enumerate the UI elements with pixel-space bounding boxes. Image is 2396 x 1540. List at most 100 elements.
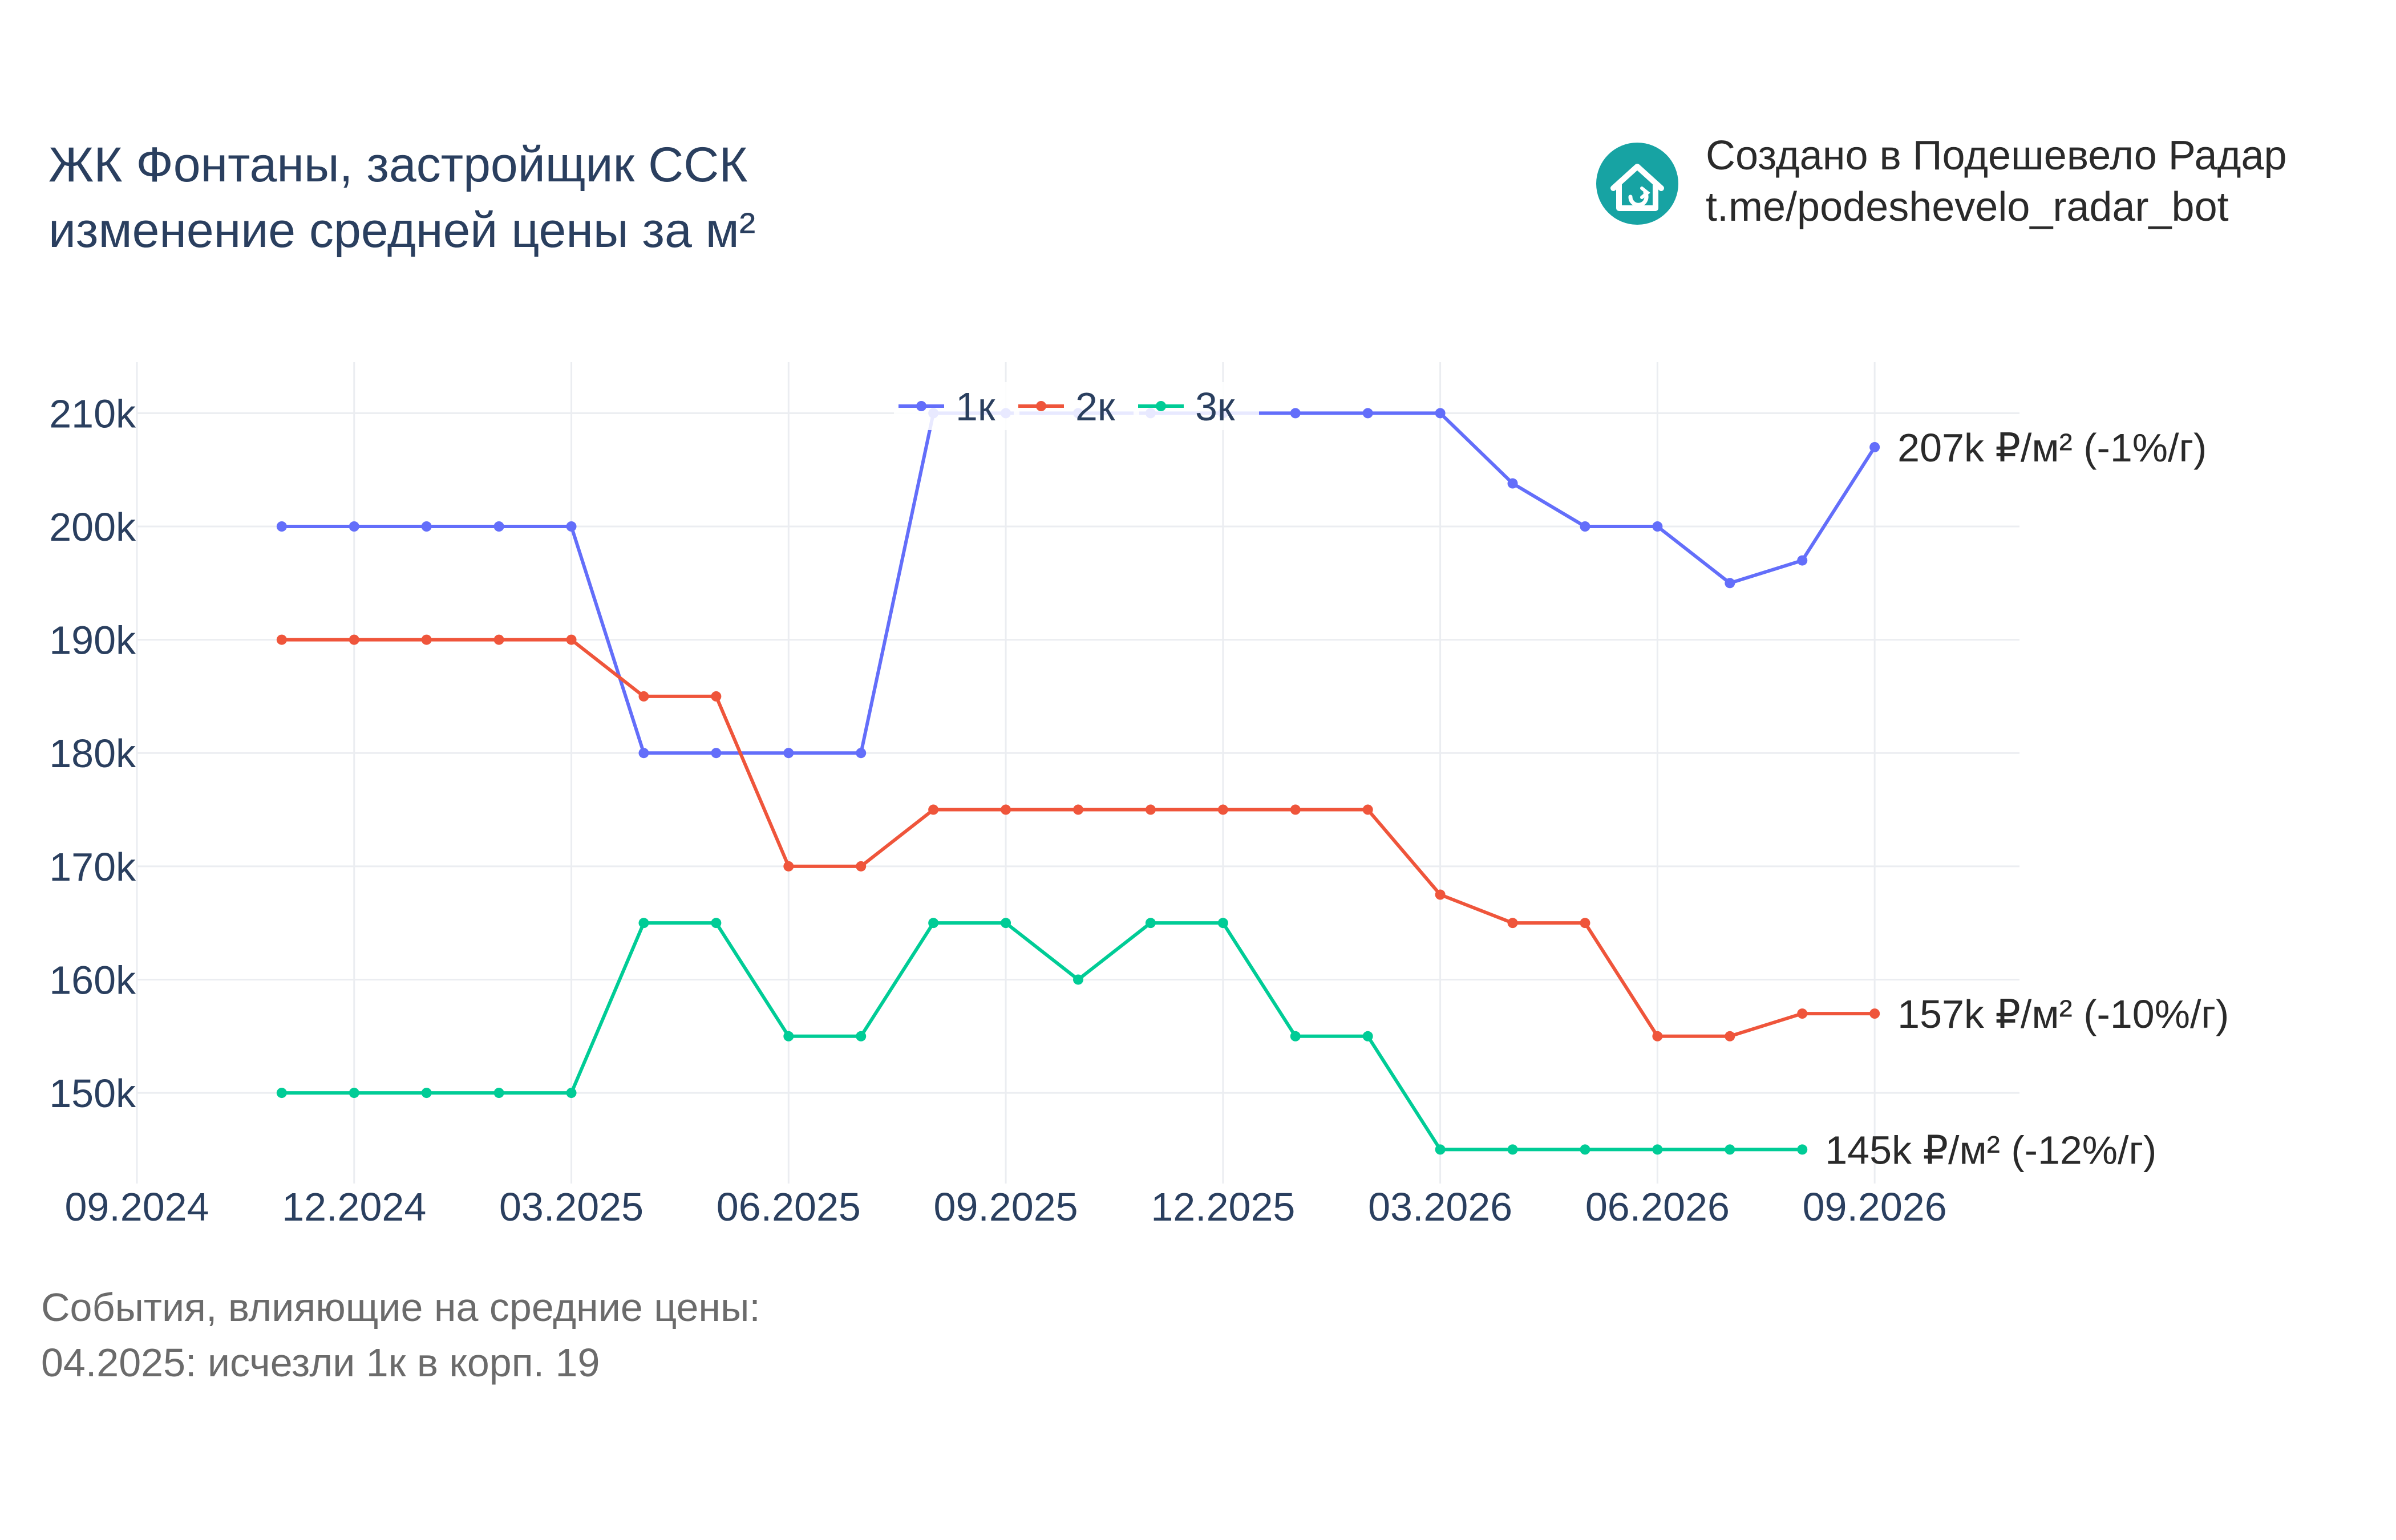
legend-label: 1к (956, 384, 995, 429)
data-point (1073, 804, 1083, 815)
data-point (928, 804, 939, 815)
x-tick-label: 03.2026 (1368, 1185, 1512, 1229)
legend-item-2[interactable]: 2к (1014, 382, 1139, 430)
data-point (566, 634, 577, 645)
brand-line2: t.me/podeshevelo_radar_bot (1706, 184, 2229, 230)
x-tick-label: 09.2025 (934, 1185, 1078, 1229)
x-tick-label: 09.2026 (1803, 1185, 1947, 1229)
data-point (349, 634, 359, 645)
series-end-label: 157k ₽/м² (-10%/г) (1897, 992, 2229, 1036)
legend-item-1[interactable]: 1к (894, 382, 1019, 430)
series-line-1 (281, 411, 1876, 755)
series-line-3 (281, 921, 1803, 1152)
data-point (1217, 918, 1228, 929)
data-point (1869, 1008, 1880, 1019)
data-point (1797, 1144, 1808, 1155)
x-tick-label: 12.2025 (1151, 1185, 1295, 1229)
events-note-item: 04.2025: исчезли 1к в корп. 19 (41, 1340, 600, 1385)
data-point (711, 748, 722, 759)
data-point (783, 1031, 794, 1041)
legend-label: 2к (1075, 384, 1115, 429)
data-point (1145, 804, 1156, 815)
events-note-heading: События, влияющие на средние цены: (41, 1285, 760, 1330)
data-point (783, 748, 794, 759)
data-point (1217, 804, 1228, 815)
y-tick-label: 170k (49, 845, 136, 889)
data-point (349, 1088, 359, 1099)
data-point (1869, 441, 1880, 452)
series-lines (276, 408, 1880, 1155)
data-point (638, 748, 649, 759)
data-point (1362, 408, 1373, 419)
data-point (421, 1088, 432, 1099)
brand-logo-icon (1596, 143, 1678, 225)
data-point (1507, 478, 1518, 489)
data-point (1362, 1031, 1373, 1041)
data-point (1435, 1144, 1446, 1155)
data-point (1725, 1144, 1735, 1155)
legend[interactable]: 1к 2к 3к (894, 382, 1259, 430)
chart-title-line2: изменение средней цены за м² (48, 203, 755, 258)
data-point (566, 521, 577, 532)
data-point (1145, 918, 1156, 929)
data-point (421, 521, 432, 532)
data-point (1725, 1031, 1735, 1041)
data-point (1001, 918, 1011, 929)
data-point (928, 918, 939, 929)
data-point (1797, 555, 1808, 566)
data-point (783, 861, 794, 872)
data-point (493, 521, 504, 532)
data-point (856, 748, 867, 759)
x-tick-label: 06.2026 (1585, 1185, 1730, 1229)
data-point (1652, 1144, 1663, 1155)
data-point (1290, 804, 1301, 815)
legend-item-3[interactable]: 3к (1134, 382, 1259, 430)
data-point (856, 861, 867, 872)
data-point (566, 1088, 577, 1099)
data-point (1362, 804, 1373, 815)
y-axis-ticks: 150k 160k 170k 180k 190k 200k 210k (49, 391, 136, 1116)
data-point (711, 918, 722, 929)
data-point (1435, 408, 1446, 419)
data-point (276, 521, 287, 532)
legend-label: 3к (1195, 384, 1235, 429)
data-point (1290, 1031, 1301, 1041)
data-point (1580, 521, 1590, 532)
data-point (1290, 408, 1301, 419)
data-point (1725, 578, 1735, 589)
data-point (493, 634, 504, 645)
data-point (711, 691, 722, 702)
data-point (638, 918, 649, 929)
y-tick-label: 190k (49, 618, 136, 663)
data-point (276, 1088, 287, 1099)
x-tick-label: 03.2025 (499, 1185, 643, 1229)
series-end-label: 145k ₽/м² (-12%/г) (1825, 1128, 2156, 1172)
y-tick-label: 160k (49, 958, 136, 1002)
brand-line1: Создано в Подешевело Радар (1706, 133, 2287, 179)
y-tick-label: 150k (49, 1071, 136, 1116)
grid-lines (136, 362, 2019, 1184)
data-point (1580, 918, 1590, 929)
data-point (276, 634, 287, 645)
data-point (1507, 918, 1518, 929)
x-tick-label: 12.2024 (282, 1185, 426, 1229)
x-axis-ticks: 09.2024 12.2024 03.2025 06.2025 09.2025 12.20… (64, 1185, 1946, 1229)
data-point (1652, 1031, 1663, 1041)
data-point (1652, 521, 1663, 532)
series-end-label: 207k ₽/м² (-1%/г) (1897, 425, 2207, 470)
data-point (421, 634, 432, 645)
data-point (1797, 1008, 1808, 1019)
y-tick-label: 180k (49, 731, 136, 776)
x-tick-label: 09.2024 (64, 1185, 209, 1229)
data-point (493, 1088, 504, 1099)
x-tick-label: 06.2025 (717, 1185, 861, 1229)
data-point (1580, 1144, 1590, 1155)
y-tick-label: 200k (49, 505, 136, 549)
data-point (1435, 889, 1446, 900)
data-point (349, 521, 359, 532)
data-point (1073, 974, 1083, 985)
y-tick-label: 210k (49, 391, 136, 436)
data-point (856, 1031, 867, 1041)
data-point (1507, 1144, 1518, 1155)
